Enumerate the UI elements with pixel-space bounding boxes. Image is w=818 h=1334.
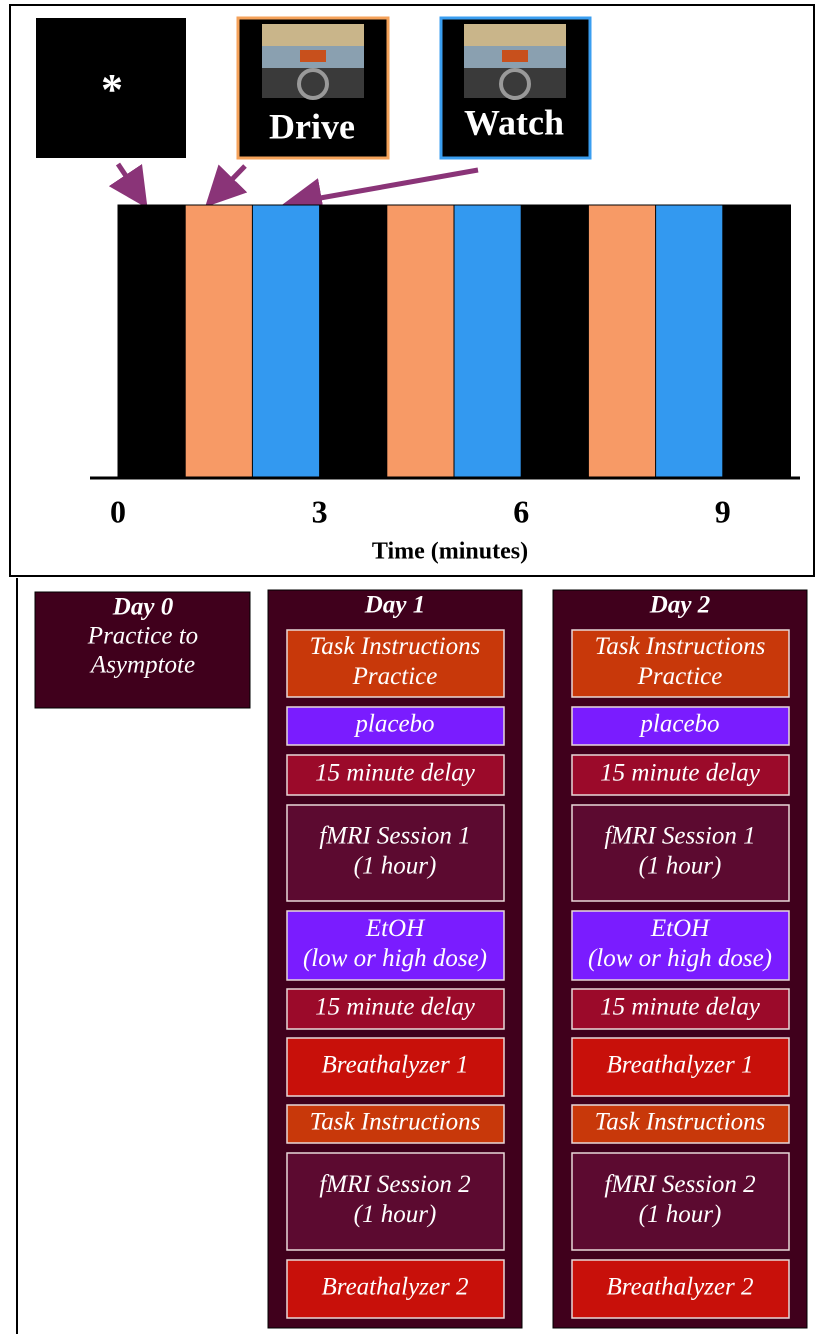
- step-text: Task Instructions: [595, 633, 766, 660]
- arrows: [118, 164, 478, 203]
- block: [521, 205, 589, 478]
- step-text: Practice: [352, 663, 438, 690]
- step-text: Task Instructions: [595, 1109, 766, 1136]
- axis-label: Time (minutes): [372, 539, 528, 565]
- step-text: placebo: [353, 711, 434, 738]
- step-text: Breathalyzer 1: [322, 1052, 469, 1079]
- tick-label: 0: [110, 493, 126, 529]
- block: [588, 205, 656, 478]
- tick-label: 9: [715, 493, 731, 529]
- watch-label: Watch: [464, 102, 564, 142]
- step-text: fMRI Session 1: [319, 823, 470, 850]
- tick-label: 6: [513, 493, 529, 529]
- step-text: 15 minute delay: [315, 994, 476, 1021]
- step-text: Task Instructions: [310, 633, 481, 660]
- page: * Drive Watch Time (minutes) Day 0 Pract…: [0, 0, 818, 1334]
- block: [118, 205, 186, 478]
- step-text: EtOH: [650, 915, 711, 942]
- fixation-label: *: [101, 65, 123, 114]
- step-text: (1 hour): [639, 1201, 722, 1228]
- block-timeline: [118, 205, 791, 478]
- step-text: (low or high dose): [588, 945, 772, 972]
- step-text: fMRI Session 1: [604, 823, 755, 850]
- step-text: Breathalyzer 2: [322, 1274, 469, 1301]
- step-text: fMRI Session 2: [604, 1171, 755, 1198]
- step-text: Breathalyzer 2: [607, 1274, 754, 1301]
- step-text: 15 minute delay: [315, 760, 476, 787]
- block: [454, 205, 522, 478]
- step-text: EtOH: [365, 915, 426, 942]
- day0-line: Practice to: [87, 623, 198, 650]
- step-text: 15 minute delay: [600, 760, 761, 787]
- block: [185, 205, 253, 478]
- day0-line: Asymptote: [89, 652, 195, 679]
- step-text: Breathalyzer 1: [607, 1052, 754, 1079]
- step-text: (low or high dose): [303, 945, 487, 972]
- block: [387, 205, 455, 478]
- step-text: Task Instructions: [310, 1109, 481, 1136]
- drive-label: Drive: [269, 106, 355, 146]
- step-text: (1 hour): [639, 853, 722, 880]
- day-title: Day 2: [649, 592, 710, 619]
- step-text: Practice: [637, 663, 723, 690]
- block: [320, 205, 388, 478]
- day0-title: Day 0: [112, 594, 174, 621]
- step-text: 15 minute delay: [600, 994, 761, 1021]
- tick-label: 3: [312, 493, 328, 529]
- step-text: (1 hour): [354, 1201, 437, 1228]
- block: [656, 205, 724, 478]
- day-title: Day 1: [364, 592, 425, 619]
- step-text: (1 hour): [354, 853, 437, 880]
- block: [252, 205, 320, 478]
- step-text: fMRI Session 2: [319, 1171, 470, 1198]
- step-text: placebo: [638, 711, 719, 738]
- block: [723, 205, 791, 478]
